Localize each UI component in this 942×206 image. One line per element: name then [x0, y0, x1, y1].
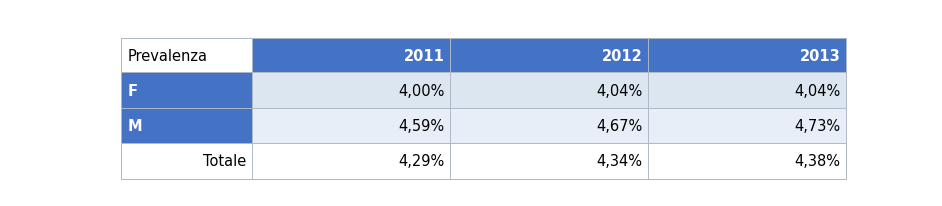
Text: 4,34%: 4,34% — [596, 154, 642, 169]
Text: 4,00%: 4,00% — [398, 83, 445, 98]
Bar — [122, 144, 252, 179]
Text: 2012: 2012 — [602, 48, 642, 63]
Text: Prevalenza: Prevalenza — [127, 48, 207, 63]
Bar — [450, 108, 648, 144]
Bar — [252, 39, 450, 73]
Bar — [252, 144, 450, 179]
Bar — [122, 39, 252, 73]
Text: 4,73%: 4,73% — [794, 118, 840, 133]
Bar — [252, 108, 450, 144]
Bar — [122, 73, 252, 108]
Text: F: F — [127, 83, 138, 98]
Text: 2013: 2013 — [800, 48, 840, 63]
Bar — [648, 73, 846, 108]
Text: 2011: 2011 — [403, 48, 445, 63]
Text: 4,59%: 4,59% — [398, 118, 445, 133]
Text: Totale: Totale — [203, 154, 247, 169]
Text: 4,04%: 4,04% — [596, 83, 642, 98]
Text: M: M — [127, 118, 142, 133]
Bar — [450, 73, 648, 108]
Bar — [450, 144, 648, 179]
Bar — [252, 73, 450, 108]
Bar — [648, 108, 846, 144]
Bar — [648, 39, 846, 73]
Bar — [122, 108, 252, 144]
Text: 4,67%: 4,67% — [596, 118, 642, 133]
Text: 4,29%: 4,29% — [398, 154, 445, 169]
Bar — [648, 144, 846, 179]
Text: 4,04%: 4,04% — [794, 83, 840, 98]
Text: 4,38%: 4,38% — [794, 154, 840, 169]
Bar — [450, 39, 648, 73]
